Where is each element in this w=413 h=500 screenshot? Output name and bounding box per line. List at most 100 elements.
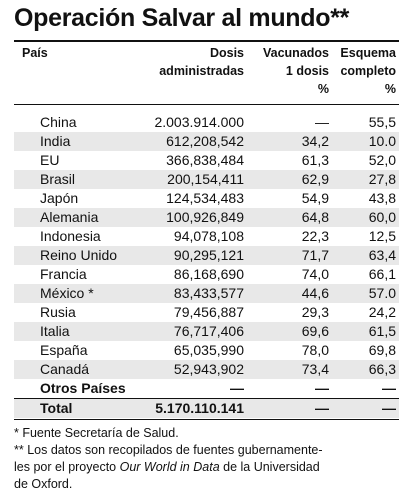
cell-vaccinated-one-dose: 29,3 (301, 304, 329, 320)
cell-doses: 94,078,108 (173, 228, 244, 244)
table-row: Japón 124,534,483 54,9 43,8 (14, 189, 399, 208)
cell-vaccinated-one-dose: 73,4 (301, 361, 329, 377)
footnotes: * Fuente Secretaría de Salud. ** Los dat… (14, 425, 404, 493)
cell-country: Total (40, 400, 73, 416)
cell-doses: 52,943,902 (173, 361, 244, 377)
table-row: India 612,208,542 34,2 10.0 (14, 132, 399, 151)
cell-vaccinated-one-dose: 44,6 (301, 285, 329, 301)
cell-vaccinated-one-dose: 64,8 (301, 209, 329, 225)
table-row: Canadá 52,943,902 73,4 66,3 (14, 360, 399, 379)
cell-doses: 90,295,121 (173, 247, 244, 263)
cell-doses: 2.003.914.000 (154, 114, 244, 130)
cell-vaccinated-one-dose: 69,6 (301, 323, 329, 339)
cell-country: España (40, 342, 88, 358)
cell-full-scheme: 10.0 (368, 133, 396, 149)
header-divider (14, 104, 399, 105)
cell-vaccinated-one-dose: 54,9 (301, 190, 329, 206)
cell-full-scheme: 69,8 (368, 342, 396, 358)
cell-vaccinated-one-dose: — (315, 114, 329, 130)
cell-full-scheme: — (382, 380, 396, 396)
cell-country: Alemania (40, 209, 99, 225)
footnote-4: de Oxford. (14, 477, 73, 491)
cell-doses: 76,717,406 (173, 323, 244, 339)
cell-doses: 5.170.110.141 (155, 400, 244, 416)
cell-doses: 200,154,411 (167, 171, 244, 187)
footnote-3-post: de la Universidad (219, 460, 320, 474)
cell-full-scheme: 57.0 (368, 285, 396, 301)
header-full-scheme: Esquema completo % (330, 44, 396, 98)
cell-country: Rusia (40, 304, 76, 320)
header-doses: Dosis administradas (120, 44, 244, 80)
cell-full-scheme: 66,3 (368, 361, 396, 377)
cell-doses: 83,433,577 (173, 285, 244, 301)
header-full-line1: Esquema (340, 46, 396, 60)
cell-full-scheme: 43,8 (368, 190, 396, 206)
cell-full-scheme: 52,0 (368, 152, 396, 168)
cell-full-scheme: 55,5 (368, 114, 396, 130)
cell-vaccinated-one-dose: 62,9 (301, 171, 329, 187)
cell-doses: — (230, 380, 244, 396)
cell-full-scheme: 66,1 (368, 266, 396, 282)
cell-doses: 612,208,542 (166, 133, 244, 149)
footnote-3: les por el proyecto Our World in Data de… (14, 459, 404, 476)
cell-country: EU (40, 152, 60, 168)
cell-full-scheme: 12,5 (368, 228, 396, 244)
table-row: Francia 86,168,690 74,0 66,1 (14, 265, 399, 284)
cell-full-scheme: 24,2 (368, 304, 396, 320)
cell-vaccinated-one-dose: 78,0 (301, 342, 329, 358)
footnote-1: * Fuente Secretaría de Salud. (14, 426, 179, 440)
cell-vaccinated-one-dose: 61,3 (301, 152, 329, 168)
header-full-unit: % (384, 82, 396, 96)
table-row: Italia 76,717,406 69,6 61,5 (14, 322, 399, 341)
header-doses-line1: Dosis (209, 46, 244, 60)
cell-vaccinated-one-dose: 71,7 (301, 247, 329, 263)
header-vac1-unit: % (317, 82, 329, 96)
header-full-line2: completo (340, 64, 396, 78)
title-divider (14, 40, 399, 42)
header-country-label: País (22, 46, 48, 60)
cell-full-scheme: 27,8 (368, 171, 396, 187)
table-row-total: Total 5.170.110.141 — — (14, 398, 399, 418)
cell-country: Brasil (40, 171, 76, 187)
header-vaccinated-one-dose: Vacunados 1 dosis % (252, 44, 329, 98)
page-title: Operación Salvar al mundo** (14, 4, 350, 32)
table-row: Indonesia 94,078,108 22,3 12,5 (14, 227, 399, 246)
cell-vaccinated-one-dose: — (315, 400, 329, 416)
cell-country: China (40, 114, 77, 130)
cell-country: Francia (40, 266, 87, 282)
table-row: EU 366,838,484 61,3 52,0 (14, 151, 399, 170)
cell-vaccinated-one-dose: 34,2 (301, 133, 329, 149)
cell-full-scheme: — (382, 400, 396, 416)
cell-full-scheme: 61,5 (368, 323, 396, 339)
table-bottom-divider (14, 419, 399, 420)
vaccination-table: China 2.003.914.000 — 55,5 India 612,208,542 3… (14, 113, 399, 418)
cell-doses: 65,035,990 (173, 342, 244, 358)
cell-country: Italia (40, 323, 70, 339)
table-row: Reino Unido 90,295,121 71,7 63,4 (14, 246, 399, 265)
cell-doses: 366,838,484 (166, 152, 244, 168)
cell-country: Reino Unido (40, 247, 118, 263)
table-row: China 2.003.914.000 — 55,5 (14, 113, 399, 132)
footnote-3-pre: les por el proyecto (14, 460, 120, 474)
footnote-2: ** Los datos son recopilados de fuentes … (14, 443, 323, 457)
cell-country: Indonesia (40, 228, 101, 244)
cell-country: México * (40, 285, 94, 301)
cell-doses: 86,168,690 (173, 266, 244, 282)
header-doses-line2: administradas (159, 64, 244, 78)
cell-vaccinated-one-dose: 22,3 (301, 228, 329, 244)
header-vac1-line2: 1 dosis (285, 64, 329, 78)
footnote-3-source: Our World in Data (119, 460, 220, 474)
cell-vaccinated-one-dose: 74,0 (301, 266, 329, 282)
cell-doses: 79,456,887 (173, 304, 244, 320)
table-row: Alemania 100,926,849 64,8 60,0 (14, 208, 399, 227)
cell-doses: 124,534,483 (166, 190, 244, 206)
table-row: México * 83,433,577 44,6 57.0 (14, 284, 399, 303)
cell-country: India (40, 133, 71, 149)
cell-doses: 100,926,849 (166, 209, 244, 225)
table-row: España 65,035,990 78,0 69,8 (14, 341, 399, 360)
cell-country: Otros Países (40, 380, 126, 396)
cell-country: Japón (40, 190, 79, 206)
cell-country: Canadá (40, 361, 90, 377)
header-vac1-line1: Vacunados (263, 46, 329, 60)
table-row: Rusia 79,456,887 29,3 24,2 (14, 303, 399, 322)
